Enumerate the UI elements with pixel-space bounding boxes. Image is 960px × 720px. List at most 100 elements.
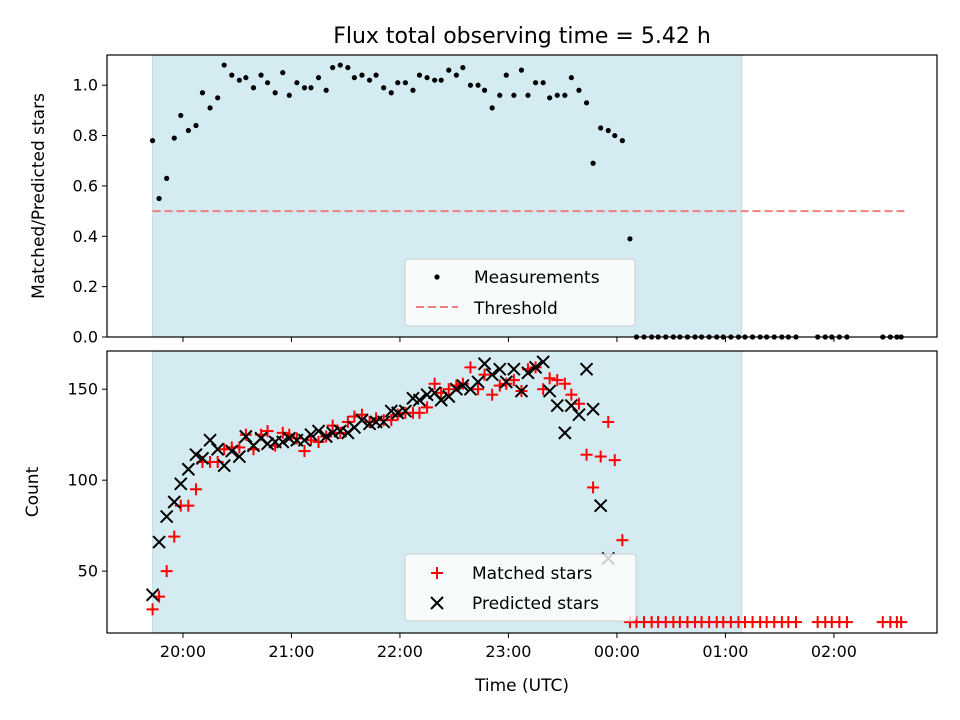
count-x-axis-ticks: 20:00 21:00 22:00 23:00 00:00 01:00 02:00 — [160, 633, 857, 661]
measurement-point — [518, 67, 525, 73]
predicted-star-point — [485, 367, 499, 382]
predicted-star-point — [586, 402, 600, 416]
measurement-point — [612, 132, 618, 139]
measurement-point — [193, 122, 199, 129]
measurement-point — [438, 77, 444, 83]
measurement-point — [337, 62, 343, 68]
measurement-point — [149, 138, 156, 144]
measurement-point — [424, 75, 430, 81]
predicted-star-point — [181, 462, 196, 476]
matched-star-point — [602, 415, 615, 428]
measurement-point — [323, 87, 329, 93]
measurement-points — [149, 62, 904, 340]
measurement-point — [373, 72, 379, 78]
matched-star-point — [587, 481, 600, 494]
ratio-y-axis-ticks: 0.0 0.2 0.4 0.6 0.8 1.0 — [73, 76, 107, 347]
measurement-point — [481, 87, 488, 93]
y-tick-label: 0.8 — [73, 126, 98, 145]
predicted-star-point — [493, 362, 507, 376]
matched-star-point — [168, 530, 181, 543]
predicted-star-point — [152, 535, 166, 549]
matched-star-point — [464, 361, 477, 374]
measurement-point — [547, 95, 553, 101]
measurement-point — [345, 64, 351, 71]
matched-star-point — [355, 408, 368, 421]
legend-matched-marker — [431, 567, 443, 579]
predicted-star-point — [210, 442, 225, 456]
matched-star-point — [486, 388, 499, 401]
measurement-point — [229, 72, 235, 78]
predicted-star-point — [167, 495, 181, 509]
measurement-point — [280, 70, 286, 76]
measurement-point — [250, 85, 257, 91]
measurement-point — [503, 72, 509, 78]
matched-star-point — [543, 372, 556, 385]
x-tick-label: 22:00 — [377, 642, 423, 661]
measurement-point — [286, 92, 292, 98]
x-tick-label: 21:00 — [268, 642, 314, 661]
measurement-point — [359, 72, 365, 78]
measurement-point — [467, 82, 474, 88]
star-count-points — [145, 355, 908, 629]
measurement-point — [308, 85, 314, 91]
y-tick-label: 150 — [67, 380, 98, 399]
count-y-axis-label: Count — [23, 466, 43, 517]
x-tick-label: 23:00 — [485, 642, 531, 661]
matched-star-point — [616, 534, 629, 547]
predicted-star-point — [174, 477, 188, 491]
y-tick-label: 0.4 — [73, 227, 98, 246]
measurement-point — [315, 75, 322, 81]
measurement-point — [215, 95, 221, 101]
predicted-star-point — [239, 429, 253, 444]
matched-star-point — [239, 428, 252, 441]
predicted-star-point — [456, 378, 470, 393]
measurement-point — [583, 100, 590, 106]
predicted-star-point — [449, 382, 464, 396]
predicted-star-point — [276, 435, 290, 449]
matched-star-point — [500, 377, 513, 390]
y-tick-label: 50 — [78, 562, 98, 581]
measurement-point — [207, 105, 213, 111]
y-tick-label: 0.0 — [73, 328, 98, 347]
measurement-point — [301, 85, 308, 91]
predicted-star-point — [225, 444, 239, 458]
measurement-point — [294, 80, 300, 86]
predicted-star-point — [434, 393, 448, 407]
matched-star-point — [608, 454, 621, 467]
count-legend: Matched stars Predicted stars — [404, 553, 637, 622]
predicted-star-point — [528, 360, 543, 375]
x-axis-label: Time (UTC) — [474, 676, 569, 696]
count-y-axis-ticks: 50 100 150 — [67, 380, 107, 581]
matched-star-point — [298, 445, 311, 458]
predicted-star-point — [536, 355, 550, 369]
matched-star-point — [789, 616, 802, 629]
measurement-point — [497, 92, 503, 98]
chart-title: Flux total observing time = 5.42 h — [333, 24, 711, 49]
measurement-point — [236, 77, 242, 83]
x-tick-label: 01:00 — [702, 642, 748, 661]
measurement-point — [605, 127, 611, 134]
ratio-legend: Measurements Threshold — [404, 258, 636, 327]
x-tick-label: 02:00 — [811, 642, 857, 661]
measurement-point — [388, 90, 394, 96]
predicted-star-point — [564, 398, 579, 413]
x-tick-label: 20:00 — [160, 642, 206, 661]
measurement-point — [511, 92, 517, 98]
matched-star-point — [146, 603, 159, 616]
measurement-point — [416, 72, 423, 78]
predicted-star-point — [542, 384, 557, 398]
measurement-point — [402, 80, 408, 86]
predicted-star-point — [376, 415, 391, 429]
measurement-point — [410, 87, 416, 93]
matched-star-point — [594, 450, 607, 463]
count-panel: 50 100 150 20:00 21:00 22:00 23:00 00:00 01:00 0… — [23, 350, 938, 696]
measurement-point — [221, 62, 227, 68]
predicted-star-point — [145, 588, 160, 602]
y-tick-label: 1.0 — [73, 76, 98, 95]
predicted-star-point — [412, 393, 427, 407]
measurement-point — [576, 87, 582, 93]
x-tick-label: 00:00 — [594, 642, 640, 661]
measurement-point — [525, 92, 531, 98]
measurement-point — [446, 67, 452, 73]
matched-star-point — [160, 565, 173, 578]
